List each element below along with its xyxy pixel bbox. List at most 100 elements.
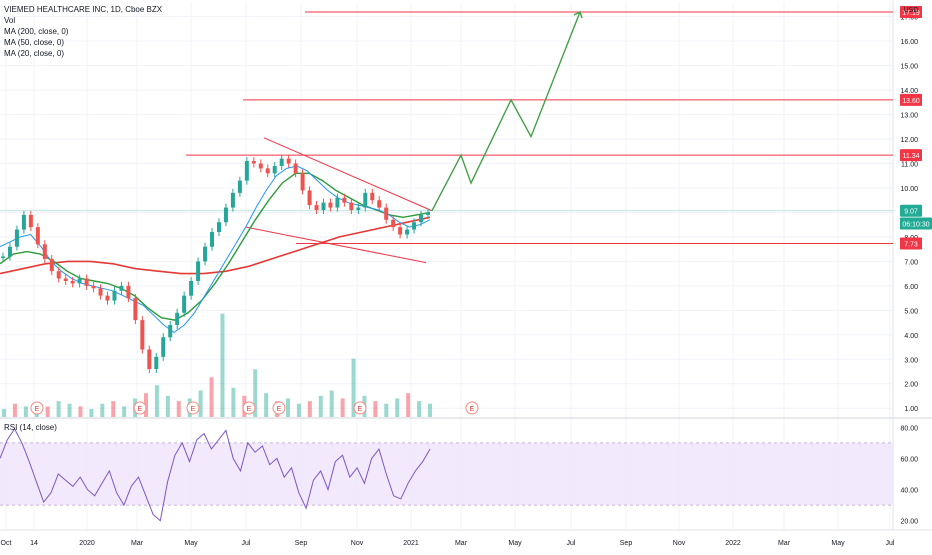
candle <box>21 214 26 230</box>
volume-bar <box>198 390 203 417</box>
volume-bar <box>154 385 159 417</box>
candle <box>251 161 256 164</box>
time-tick-label: Jul <box>567 540 576 547</box>
candle <box>210 232 215 247</box>
candle <box>363 192 368 208</box>
price-tick-label: 5.00 <box>904 308 918 315</box>
candle <box>328 202 333 208</box>
price-tick-label: 16.00 <box>900 39 918 46</box>
rsi-band-fill <box>0 442 893 506</box>
rsi-series <box>0 427 431 522</box>
time-tick-label: Mar <box>778 540 791 547</box>
candle <box>70 280 75 284</box>
earnings-marker[interactable] <box>242 401 256 415</box>
candle <box>105 295 110 301</box>
candle <box>321 202 326 210</box>
earnings-marker[interactable] <box>30 401 44 415</box>
rsi-tick-label: 60.00 <box>900 456 918 463</box>
ma50-legend[interactable]: MA (50, close, 0) <box>4 38 65 47</box>
grid <box>0 0 932 531</box>
candle <box>293 163 298 174</box>
candle <box>258 163 263 169</box>
time-tick-label: Jul <box>886 540 895 547</box>
time-tick-label: Mar <box>455 540 468 547</box>
candle <box>419 214 424 223</box>
candle <box>126 285 131 299</box>
volume-bar <box>428 403 432 417</box>
price-label-box <box>900 204 922 217</box>
volume-bar <box>2 409 6 417</box>
earnings-marker-label: E <box>277 406 282 413</box>
candle <box>168 325 173 338</box>
earnings-marker[interactable] <box>272 401 286 415</box>
candle <box>182 295 187 313</box>
earnings-marker[interactable] <box>353 401 367 415</box>
candle <box>42 244 47 259</box>
candle <box>335 197 340 208</box>
price-tick-label: 13.00 <box>900 113 918 120</box>
currency-label[interactable]: USD <box>903 7 919 14</box>
candle <box>7 246 12 257</box>
volume-bar <box>111 401 116 417</box>
ma200-legend[interactable]: MA (200, close, 0) <box>4 27 69 36</box>
candle <box>196 261 201 281</box>
earnings-marker-label: E <box>35 406 40 413</box>
candle <box>377 200 382 208</box>
projection-path[interactable] <box>431 11 583 212</box>
candle <box>161 337 166 357</box>
candle <box>119 285 124 291</box>
volume-bar <box>395 398 400 417</box>
price-label-text: 9.07 <box>904 209 918 216</box>
price-tick-label: 12.00 <box>900 137 918 144</box>
price-tick-label: 2.00 <box>904 382 918 389</box>
volume-bar <box>89 409 94 417</box>
candle <box>98 288 103 296</box>
volume-bar <box>12 403 17 417</box>
earnings-marker-label: E <box>247 406 252 413</box>
earnings-marker[interactable] <box>465 401 479 415</box>
horizontal-levels[interactable] <box>0 11 893 245</box>
volume-legend[interactable]: Vol <box>4 16 16 25</box>
time-tick-label: Sep <box>295 540 308 547</box>
candle <box>112 290 117 301</box>
candle <box>56 271 61 279</box>
time-tick-label: 2021 <box>403 540 419 547</box>
candle <box>342 197 347 203</box>
earnings-marker[interactable] <box>186 401 200 415</box>
ma20-legend[interactable]: MA (20, close, 0) <box>4 49 65 58</box>
candle <box>154 356 159 370</box>
candle <box>391 219 396 228</box>
candle <box>140 320 145 350</box>
candle <box>307 190 312 206</box>
volume-bar <box>209 377 214 417</box>
ma50-line <box>0 172 431 321</box>
symbol-title[interactable]: VIEMED HEALTHCARE INC, 1D, Cboe BZX <box>4 5 163 14</box>
price-tick-label: 4.00 <box>904 333 918 340</box>
wedge-lines[interactable] <box>245 137 433 264</box>
earnings-marker-label: E <box>358 406 363 413</box>
time-tick-label: 2020 <box>79 540 95 547</box>
time-axis[interactable]: Oct 14 2020 Mar May Jul Sep Nov 2021 Mar May Jul Sep… <box>1 540 895 547</box>
candle <box>272 165 277 174</box>
candle <box>279 158 284 166</box>
candle <box>1 256 5 258</box>
candle <box>203 246 208 262</box>
volume-bar <box>351 358 356 417</box>
price-label-text: 06:10:30 <box>902 221 929 228</box>
price-label-text: 7.73 <box>904 242 918 249</box>
volume-bar <box>329 390 334 417</box>
rsi-tick-label: 40.00 <box>900 488 918 495</box>
rsi-legend[interactable]: RSI (14, close) <box>4 423 57 432</box>
time-tick-label: Nov <box>351 540 364 547</box>
candle <box>300 173 305 191</box>
volume-bar <box>417 401 422 417</box>
price-series <box>1 154 430 374</box>
price-label-box <box>900 93 922 106</box>
volume-bar <box>165 395 170 417</box>
earnings-marker[interactable] <box>133 401 147 415</box>
volume-bar <box>307 401 312 417</box>
candle <box>14 229 19 247</box>
price-tick-label: 11.00 <box>901 162 918 169</box>
